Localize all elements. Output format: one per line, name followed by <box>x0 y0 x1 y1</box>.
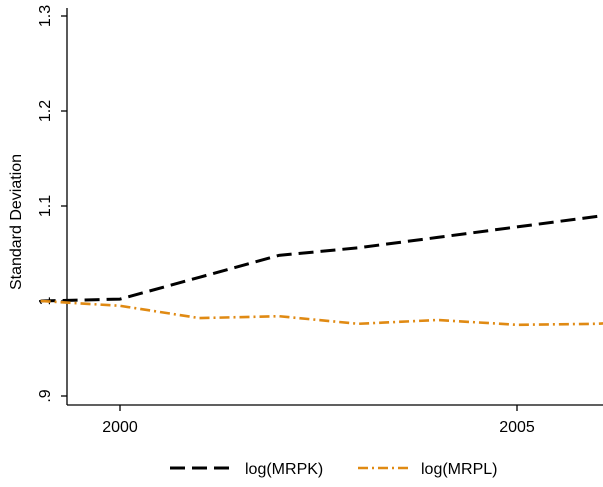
y-tick-label: 1.2 <box>37 100 54 122</box>
series-line-1 <box>40 214 603 303</box>
x-tick-label: 2005 <box>499 419 535 436</box>
y-tick-label: 1.3 <box>37 5 54 27</box>
x-axis: 200020052010 <box>67 404 603 436</box>
x-tick-label: 2000 <box>102 419 138 436</box>
y-tick-label: .9 <box>37 389 54 402</box>
y-axis: .911.11.21.3 <box>37 5 68 405</box>
y-tick-label: 1.1 <box>37 195 54 217</box>
legend-label-2: log(MRPL) <box>421 461 497 478</box>
series-line-2 <box>40 299 603 327</box>
legend: log(MRPK) log(MRPL) <box>170 461 497 478</box>
y-axis-title: Standard Deviation <box>8 154 25 290</box>
legend-label-1: log(MRPK) <box>245 461 323 478</box>
series-lines <box>40 214 603 327</box>
